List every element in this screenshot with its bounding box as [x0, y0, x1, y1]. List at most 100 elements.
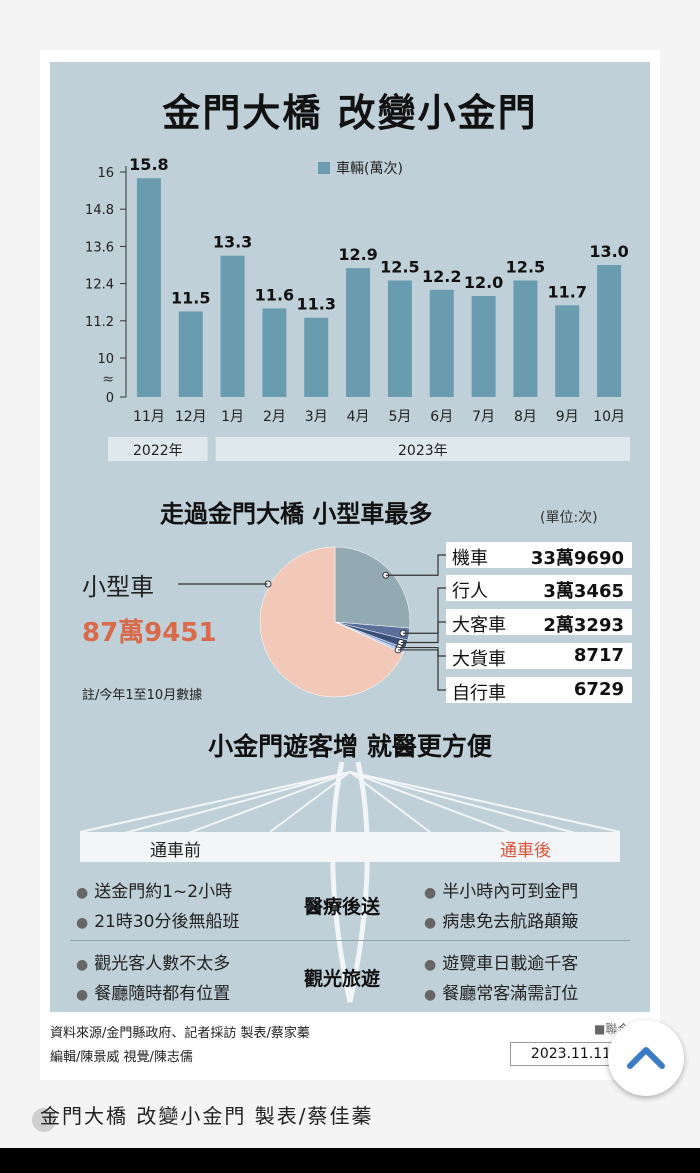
credits-line2: 編輯/陳景威 視覺/陳志儒	[50, 1050, 193, 1065]
y-tick-label: 14.8	[85, 203, 114, 218]
bar	[555, 305, 580, 397]
credits-line1: 資料來源/金門縣政府、記者採訪 製表/蔡家蓁	[50, 1026, 310, 1041]
bar-value-label: 11.6	[255, 285, 294, 304]
pie-note: 註/今年1至10月數據	[82, 688, 203, 703]
x-tick-label: 1月	[221, 409, 244, 425]
pie-unit: (單位:次)	[540, 510, 598, 526]
bar-value-label: 11.5	[171, 289, 210, 308]
before-item: 觀光客人數不太多	[76, 949, 230, 974]
after-label: 通車後	[500, 841, 551, 861]
bar-value-label: 12.2	[422, 267, 461, 286]
bar-value-label: 12.0	[464, 273, 503, 292]
bar-value-label: 12.5	[380, 258, 419, 277]
before-item: 餐廳隨時都有位置	[76, 979, 230, 1004]
bar	[387, 280, 412, 397]
y-tick-label: 10	[97, 352, 114, 367]
before-item: 送金門約1~2小時	[76, 877, 232, 902]
legend-value: 33萬9690	[530, 548, 624, 569]
bar-value-label: 11.3	[297, 295, 336, 314]
y-tick-label: 12.4	[85, 278, 114, 293]
bar-value-label: 12.9	[338, 245, 377, 264]
after-item: 遊覽車日載逾千客	[424, 949, 578, 974]
after-item: 病患免去航路顛簸	[424, 907, 578, 932]
bar-value-label: 13.3	[213, 233, 252, 252]
legend-row-motorcycle: 機車 33萬9690	[446, 542, 632, 569]
bar-value-label: 15.8	[129, 155, 168, 174]
pie-chart	[178, 546, 446, 698]
legend-row-bicycle: 自行車 6729	[446, 677, 632, 704]
section3-title: 小金門遊客增 就醫更方便	[208, 732, 492, 761]
bar	[346, 268, 371, 397]
pie-title: 走過金門大橋 小型車最多	[160, 500, 433, 528]
year-group-label: 2023年	[398, 443, 448, 459]
image-caption: 金門大橋 改變小金門 製表/蔡佳蓁	[40, 1104, 374, 1128]
pie-slice	[259, 546, 404, 698]
leader-line	[403, 587, 446, 634]
axis-break-mark: ≈	[102, 372, 114, 388]
bar	[513, 280, 538, 397]
category-label: 醫療後送	[304, 896, 381, 918]
legend-swatch	[318, 162, 330, 174]
bar	[304, 317, 329, 397]
y-tick-label: 13.6	[85, 240, 114, 255]
before-after-band	[80, 832, 620, 862]
bar	[178, 311, 203, 397]
scroll-to-top-button[interactable]	[608, 1020, 684, 1096]
legend-name: 自行車	[452, 683, 506, 704]
bar	[220, 255, 245, 397]
after-item: 餐廳常客滿需訂位	[424, 979, 578, 1004]
leader-line	[398, 649, 446, 691]
legend-row-bus: 大客車 2萬3293	[446, 609, 632, 636]
bar	[471, 296, 496, 397]
x-tick-label: 5月	[388, 409, 411, 425]
bottom-bar	[0, 1148, 700, 1173]
infographic: 金門大橋 改變小金門 16 14.8 13.6 12.4 11.2 10 0 ≈ 車輛(萬次) 1…	[50, 62, 650, 1072]
before-label: 通車前	[150, 841, 201, 861]
bar-value-label: 12.5	[506, 258, 545, 277]
bar	[429, 289, 454, 397]
legend-value: 3萬3465	[543, 581, 624, 602]
x-tick-label: 2月	[263, 409, 286, 425]
x-tick-label: 3月	[305, 409, 328, 425]
chart-title: 金門大橋 改變小金門	[162, 91, 538, 135]
bar	[136, 178, 161, 397]
after-item: 半小時內可到金門	[424, 877, 578, 902]
x-tick-label: 11月	[133, 409, 165, 425]
chevron-up-icon	[627, 1047, 665, 1069]
category-label: 觀光旅遊	[304, 968, 381, 990]
x-tick-label: 4月	[347, 409, 370, 425]
legend-name: 大貨車	[452, 649, 506, 670]
leader-line	[400, 621, 446, 644]
x-tick-label: 7月	[472, 409, 495, 425]
y-tick-label: 11.2	[85, 315, 114, 330]
legend-value: 2萬3293	[543, 615, 624, 636]
legend-row-pedestrian: 行人 3萬3465	[446, 575, 632, 602]
legend-value: 6729	[573, 679, 624, 700]
bar-value-label: 13.0	[589, 242, 628, 261]
bar	[262, 308, 287, 397]
bar-value-label: 11.7	[548, 282, 587, 301]
x-tick-label: 6月	[430, 409, 453, 425]
legend-name: 行人	[452, 581, 488, 602]
legend-name: 大客車	[452, 615, 506, 636]
leader-line	[385, 554, 446, 576]
legend-row-truck: 大貨車 8717	[446, 643, 632, 670]
bar	[597, 265, 622, 397]
separator	[70, 940, 630, 941]
x-tick-label: 10月	[593, 409, 625, 425]
pie-slice	[334, 546, 411, 629]
x-tick-label: 12月	[175, 409, 207, 425]
year-group-band	[108, 437, 208, 461]
before-item: 21時30分後無船班	[76, 907, 239, 932]
pie-value-small-car: 87萬9451	[82, 618, 217, 648]
pie-label-small-car: 小型車	[82, 573, 154, 601]
year-group-band	[215, 437, 630, 461]
y-tick-label: 0	[106, 391, 114, 406]
y-tick-label: 16	[97, 166, 114, 181]
legend-name: 機車	[452, 548, 488, 569]
legend-label: 車輛(萬次)	[336, 160, 403, 177]
legend-value: 8717	[573, 645, 624, 666]
x-tick-label: 8月	[514, 409, 537, 425]
year-group-label: 2022年	[133, 443, 183, 459]
bridge-illustration	[79, 761, 621, 1003]
